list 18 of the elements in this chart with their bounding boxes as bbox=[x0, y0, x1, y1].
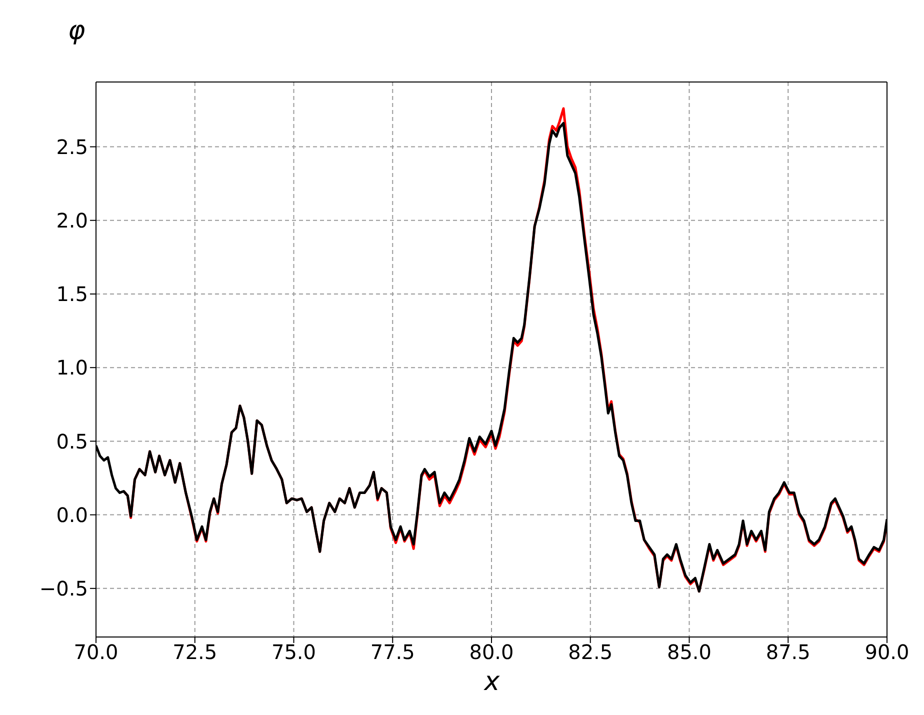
x-tick-label: 80.0 bbox=[469, 640, 514, 664]
x-tick-label: 75.0 bbox=[271, 640, 316, 664]
y-tick-label: 2.5 bbox=[56, 134, 88, 159]
x-tick-label: 72.5 bbox=[172, 640, 218, 664]
y-axis-title: φ bbox=[68, 16, 86, 46]
x-tick-label: 90.0 bbox=[864, 640, 910, 664]
x-tick-label: 77.5 bbox=[370, 640, 415, 664]
x-tick-label: 70.0 bbox=[74, 640, 118, 664]
y-tick-label: 2.0 bbox=[56, 208, 88, 232]
y-tick-label: 0.0 bbox=[56, 502, 88, 527]
x-axis-title: x bbox=[482, 667, 501, 697]
x-tick-label: 82.5 bbox=[568, 640, 613, 664]
x-tick-label: 87.5 bbox=[766, 640, 810, 664]
y-tick-label: 1.0 bbox=[56, 356, 88, 380]
y-tick-label: 1.5 bbox=[56, 282, 88, 306]
y-tick-label: −0.5 bbox=[39, 576, 88, 601]
y-tick-label: 0.5 bbox=[56, 429, 88, 454]
x-tick-label: 85.0 bbox=[666, 640, 712, 664]
